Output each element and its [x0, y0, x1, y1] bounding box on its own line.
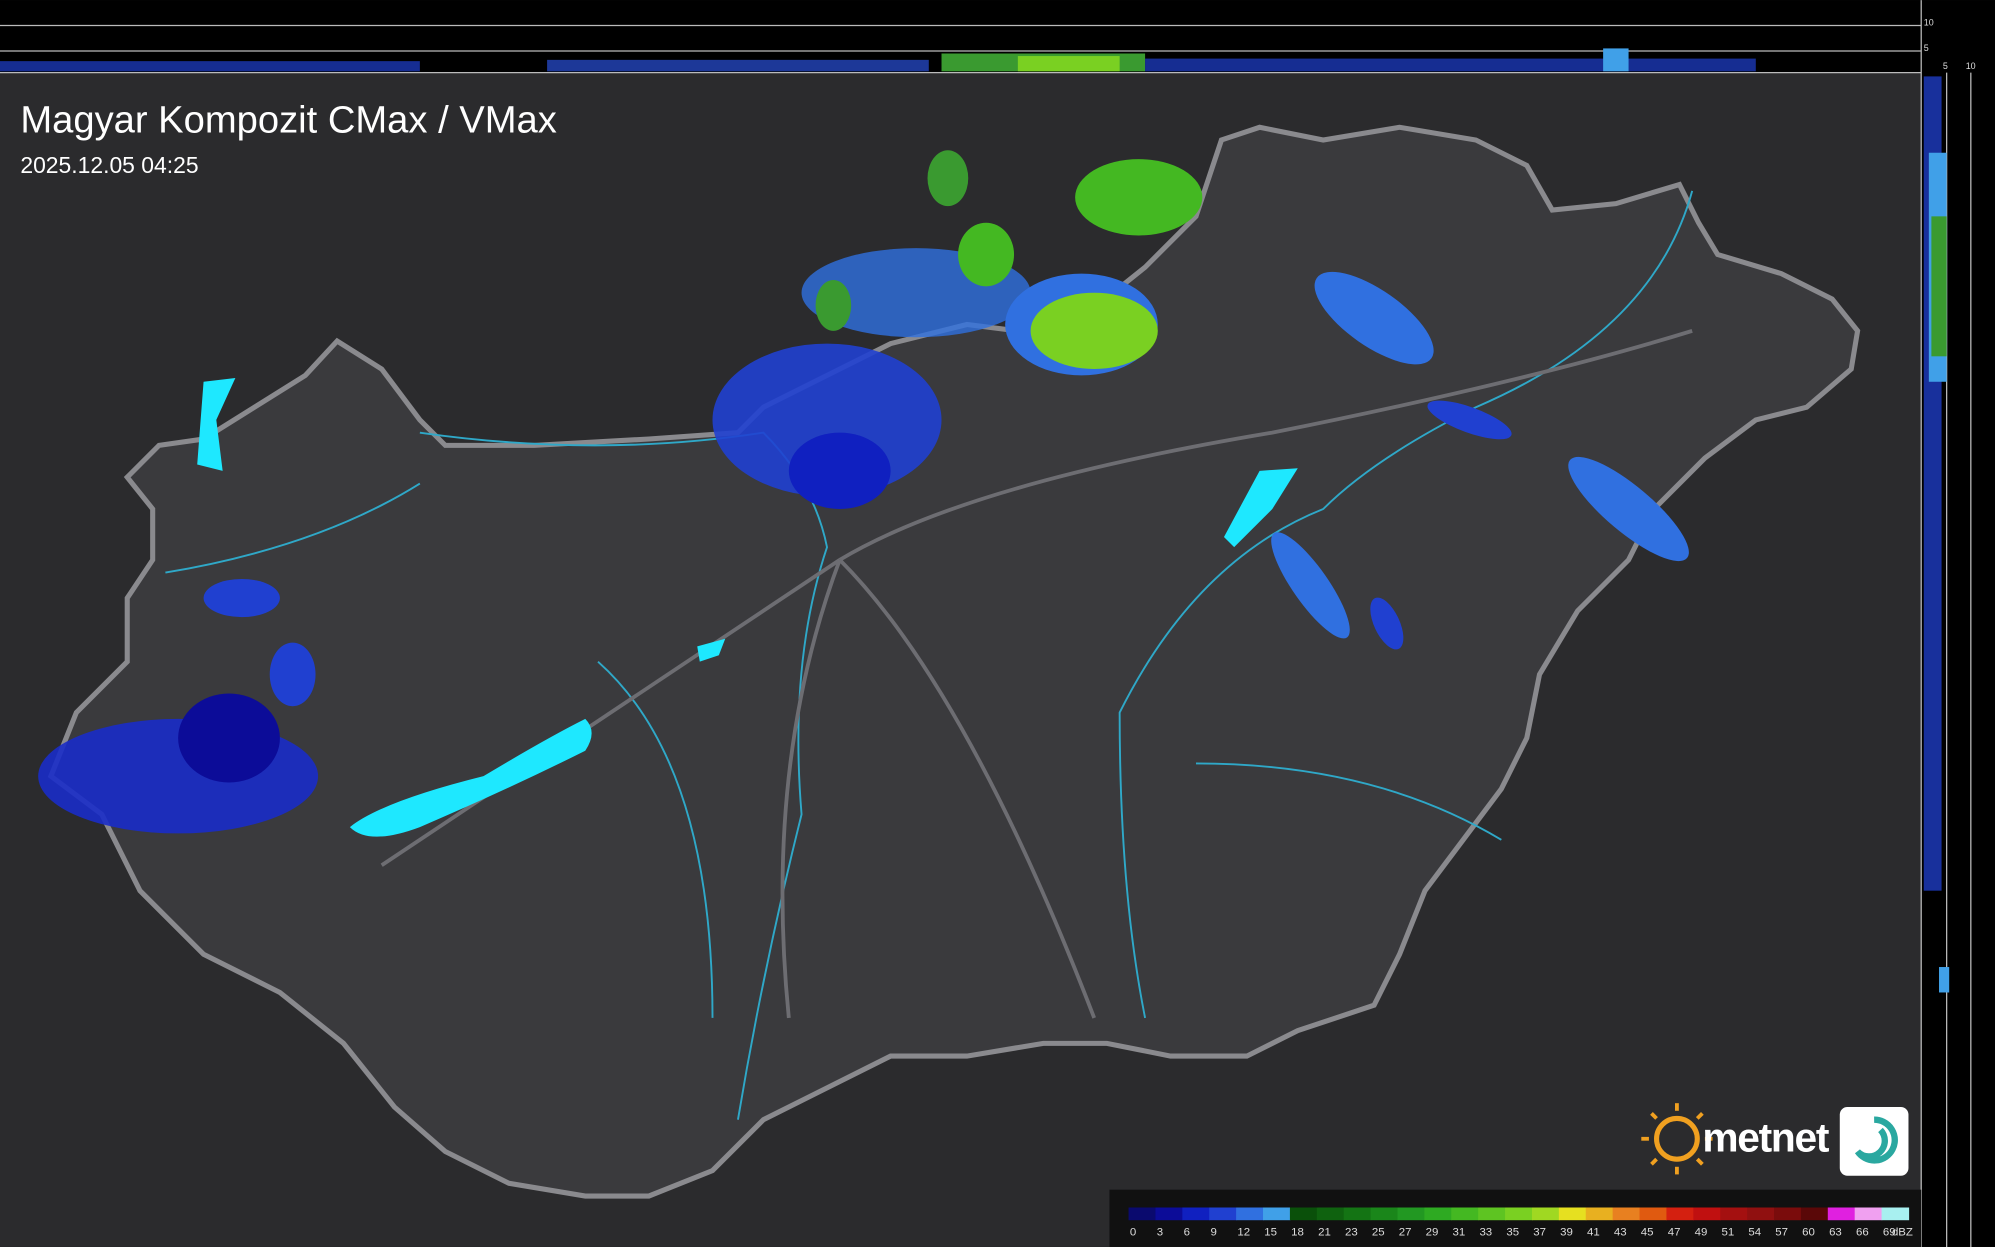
legend-label: 33	[1479, 1226, 1492, 1238]
legend-swatch	[1827, 1207, 1856, 1221]
legend-swatch	[1531, 1207, 1560, 1221]
legend-label: 60	[1802, 1226, 1815, 1238]
legend-label: 45	[1641, 1226, 1654, 1238]
legend-label: 49	[1695, 1226, 1708, 1238]
legend-swatch	[1666, 1207, 1694, 1221]
legend-label: 6	[1184, 1226, 1190, 1238]
legend-label: 31	[1453, 1226, 1466, 1238]
legend-swatch	[1236, 1207, 1264, 1221]
lake	[1223, 468, 1298, 548]
legend-swatch	[1182, 1207, 1210, 1221]
legend-swatch	[1209, 1207, 1237, 1221]
legend-label: 63	[1829, 1226, 1842, 1238]
legend-label: 27	[1399, 1226, 1412, 1238]
legend-swatch	[1854, 1207, 1883, 1221]
legend-label: 18	[1291, 1226, 1304, 1238]
legend-label: 57	[1775, 1226, 1788, 1238]
legend-swatch	[1155, 1207, 1183, 1221]
legend-label: 37	[1533, 1226, 1546, 1238]
logo: metnet	[1641, 1103, 1909, 1176]
legend-label: 9	[1211, 1226, 1217, 1238]
legend-label: 25	[1372, 1226, 1385, 1238]
map-title: Magyar Kompozit CMax / VMax	[20, 98, 556, 141]
lake	[197, 377, 236, 471]
legend-swatch	[1774, 1207, 1802, 1221]
legend-swatch	[1478, 1207, 1506, 1221]
side-profile-echo	[1923, 76, 1950, 993]
legend-label: 0	[1130, 1226, 1136, 1238]
radar-echoes	[38, 150, 1689, 834]
legend-swatch	[1612, 1207, 1641, 1221]
legend-swatch	[1747, 1207, 1775, 1221]
legend-label: 21	[1318, 1226, 1331, 1238]
legend-label: 54	[1748, 1226, 1761, 1238]
legend-swatch	[1800, 1207, 1829, 1221]
profile-tick: 5	[1924, 43, 1929, 53]
legend-label: 12	[1237, 1226, 1250, 1238]
legend-swatch	[1128, 1207, 1157, 1221]
top-profile-echo	[0, 48, 1756, 72]
legend-swatch	[1585, 1207, 1614, 1221]
roads	[380, 329, 1693, 1019]
profile-tick: 10	[1924, 18, 1934, 28]
legend-swatch	[1316, 1207, 1345, 1221]
legend-swatch	[1720, 1207, 1748, 1221]
legend-swatch	[1451, 1207, 1479, 1221]
legend-swatch	[1289, 1207, 1318, 1221]
legend-swatch	[1505, 1207, 1533, 1221]
legend-swatch	[1263, 1207, 1291, 1221]
legend-label: 3	[1157, 1226, 1163, 1238]
legend-label: 39	[1560, 1226, 1573, 1238]
legend-label: 29	[1426, 1226, 1439, 1238]
legend: 0 3 6 9 12 15 18 21 23 25 27 29 31 33 35 37 39 41 43 45 47 49…	[1128, 1207, 1913, 1238]
legend-swatch	[1693, 1207, 1721, 1221]
legend-label: 51	[1721, 1226, 1734, 1238]
legend-label: 23	[1345, 1226, 1358, 1238]
legend-swatch	[1424, 1207, 1452, 1221]
legend-label: 47	[1668, 1226, 1681, 1238]
legend-swatch	[1343, 1207, 1372, 1221]
legend-swatch	[1639, 1207, 1668, 1221]
legend-swatch	[1881, 1207, 1910, 1221]
brand-name: metnet	[1702, 1115, 1830, 1161]
legend-label: 35	[1506, 1226, 1519, 1238]
lake	[349, 718, 592, 837]
profile-tick: 10	[1966, 61, 1976, 71]
legend-label: 41	[1587, 1226, 1600, 1238]
legend-label: 66	[1856, 1226, 1869, 1238]
legend-label: 69	[1883, 1226, 1896, 1238]
profile-tick: 5	[1943, 61, 1948, 71]
timestamp: 2025.12.05 04:25	[20, 152, 198, 178]
legend-swatch	[1558, 1207, 1587, 1221]
legend-swatch	[1397, 1207, 1426, 1221]
legend-label: 15	[1264, 1226, 1277, 1238]
legend-label: 43	[1614, 1226, 1627, 1238]
legend-unit: dBZ	[1892, 1226, 1913, 1238]
rivers	[165, 190, 1694, 1120]
legend-swatch	[1370, 1207, 1399, 1221]
